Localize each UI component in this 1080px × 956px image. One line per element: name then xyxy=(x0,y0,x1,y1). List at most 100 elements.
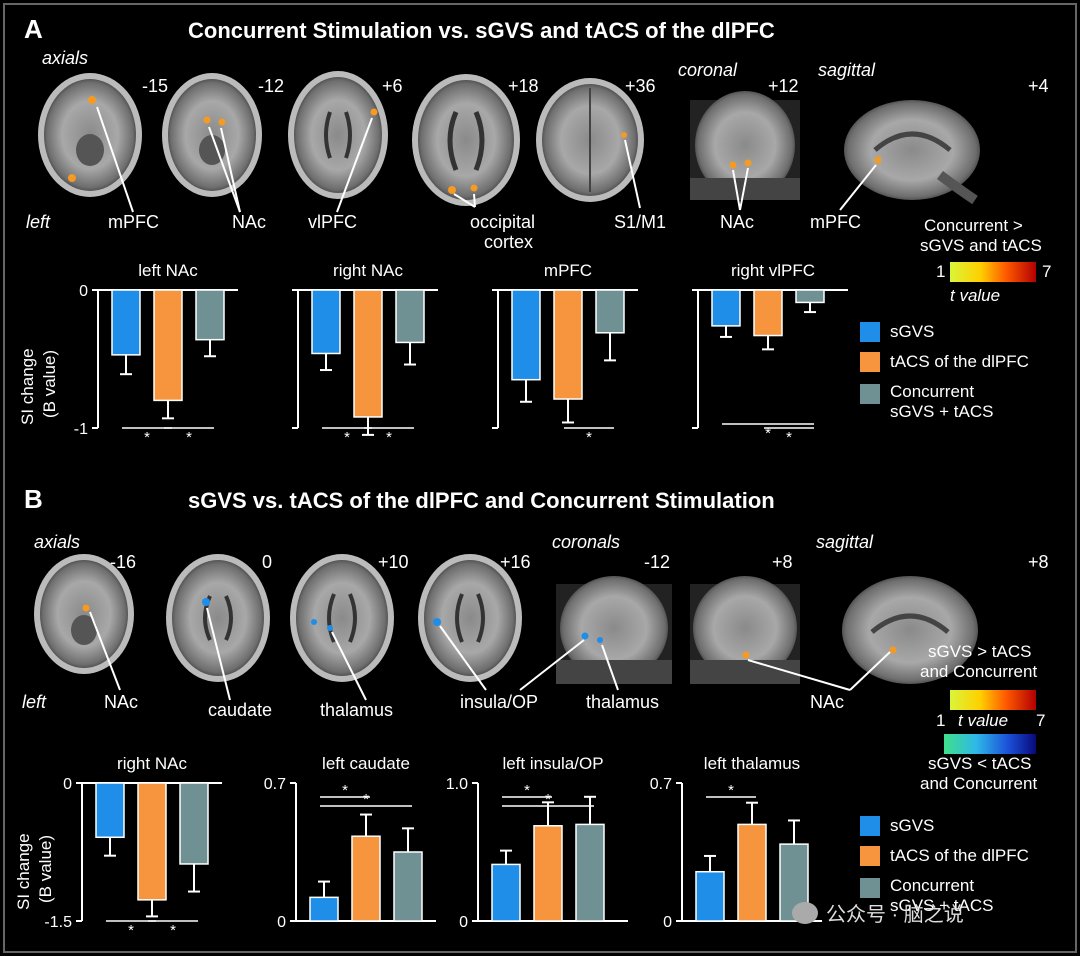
region-nac-b1: NAc xyxy=(104,692,139,712)
coronal-slice-b1 xyxy=(556,576,672,684)
sig-star: * xyxy=(344,429,350,446)
chart-b3: left thalamus 0.7 0 * xyxy=(650,754,822,931)
region-insula-b: insula/OP xyxy=(460,692,539,712)
legend-b-swatch-tacs xyxy=(860,846,880,866)
y-tick-label: 0 xyxy=(79,283,88,300)
ylabel-b-2: (B value) xyxy=(36,834,55,903)
axial-slice-b1 xyxy=(34,554,134,674)
colorbar-b-neg-2: and Concurrent xyxy=(920,774,1038,793)
region-vlpfc-a: vlPFC xyxy=(308,212,357,232)
panel-a-brain-slices xyxy=(38,71,1036,282)
chart-title: left thalamus xyxy=(704,754,800,773)
axial-slice-b2 xyxy=(166,554,270,682)
legend-a-label-conc: Concurrent sGVS + tACS xyxy=(890,382,993,422)
legend-a: sGVS tACS of the dlPFC Concurrent sGVS + … xyxy=(860,322,1029,422)
bar-1 xyxy=(533,825,563,922)
colorbar-b-pos-1: sGVS > tACS xyxy=(928,642,1032,661)
colorbar-a xyxy=(950,262,1036,282)
colorbar-b-hot xyxy=(950,690,1036,710)
slice-num-b7: +8 xyxy=(1028,552,1049,572)
sig-star: * xyxy=(186,429,192,446)
sig-star: * xyxy=(342,782,348,799)
bar-2 xyxy=(393,851,423,922)
y-tick-label: 0 xyxy=(277,914,286,931)
sig-star: * xyxy=(144,429,150,446)
panel-a-letter: A xyxy=(24,14,43,44)
region-thalamus-b1: thalamus xyxy=(320,700,394,720)
region-cortex-a: cortex xyxy=(484,232,534,252)
slice-num-b4: +16 xyxy=(500,552,531,572)
bar-1 xyxy=(553,289,583,400)
bar-1 xyxy=(753,289,783,337)
bar-1 xyxy=(153,289,183,402)
region-thalamus-b2: thalamus xyxy=(586,692,660,712)
bar-0 xyxy=(95,782,125,839)
watermark-text: 公众号 · 脑之说 xyxy=(826,904,964,926)
bar-2 xyxy=(179,782,209,865)
panel-a-title: Concurrent Stimulation vs. sGVS and tACS… xyxy=(188,18,775,43)
legend-b-tacs: tACS of the dlPFC xyxy=(860,846,1029,866)
label-axials-a: axials xyxy=(42,48,89,68)
chart-title: left NAc xyxy=(138,261,198,280)
legend-b-label-tacs: tACS of the dlPFC xyxy=(890,846,1029,865)
axial-slice-a3 xyxy=(288,71,388,199)
sig-star: * xyxy=(586,429,592,446)
colorbar-a-max: 7 xyxy=(1042,262,1052,281)
chart-b2: left insula/OP 1.0 0 * * xyxy=(446,754,628,931)
panel-b-letter: B xyxy=(24,484,43,514)
y-tick-label: 0.7 xyxy=(264,776,286,793)
region-nac-a1: NAc xyxy=(232,212,267,232)
colorbar-b-max: 7 xyxy=(1036,711,1046,730)
label-coronals-b: coronals xyxy=(552,532,621,552)
sagittal-slice-b xyxy=(842,576,978,684)
frame-border xyxy=(3,3,1077,953)
chart-title: right NAc xyxy=(117,754,187,773)
legend-b-label-sgvs: sGVS xyxy=(890,816,935,835)
legend-a-sgvs: sGVS xyxy=(860,322,1029,342)
colorbar-b-label: t value xyxy=(958,711,1009,730)
bar-0 xyxy=(491,863,521,922)
axial-slice-a5 xyxy=(536,78,644,202)
chart-a3: right vlPFC * * xyxy=(692,261,848,446)
bar-2 xyxy=(575,823,605,922)
axial-slice-b3 xyxy=(290,554,394,682)
legend-b: sGVS tACS of the dlPFC Concurrent sGVS + … xyxy=(860,816,1029,916)
chart-a2: mPFC * xyxy=(492,261,638,446)
y-tick-label: 0 xyxy=(663,914,672,931)
bar-0 xyxy=(695,870,725,922)
chart-b0: right NAc 0 -1.5 * * xyxy=(44,754,222,939)
wechat-icon xyxy=(792,901,818,924)
legend-b-conc-2: sGVS + tACS xyxy=(890,896,994,915)
axial-slice-a1 xyxy=(38,73,142,197)
label-left-a: left xyxy=(26,212,51,232)
colorbar-a-title-1: Concurrent > xyxy=(924,216,1023,235)
ylabel-b-1: SI change xyxy=(14,833,33,910)
legend-b-swatch-sgvs xyxy=(860,816,880,836)
region-nac-a2: NAc xyxy=(720,212,755,232)
bar-0 xyxy=(511,289,541,381)
bar-1 xyxy=(137,782,167,901)
coronal-slice-a xyxy=(690,91,800,200)
slice-num-b2: 0 xyxy=(262,552,273,572)
y-tick-label: 0 xyxy=(459,914,468,931)
legend-a-conc-2: sGVS + tACS xyxy=(890,402,994,421)
region-nac-b2: NAc xyxy=(810,692,845,712)
sig-star: * xyxy=(524,782,530,799)
chart-a1: right NAc * * xyxy=(292,261,438,446)
colorbar-a-min: 1 xyxy=(936,262,946,281)
slice-num-a1: -15 xyxy=(142,76,169,96)
legend-a-swatch-sgvs xyxy=(860,322,880,342)
panel-b-arrows xyxy=(89,607,891,701)
y-tick-label: -1 xyxy=(74,421,88,438)
sig-star: * xyxy=(363,791,369,808)
label-left-b: left xyxy=(22,692,47,712)
coronal-slice-b2 xyxy=(690,576,800,684)
region-mpfc-a2: mPFC xyxy=(810,212,861,232)
watermark: 公众号 · 脑之说 xyxy=(792,898,964,927)
chart-a0: left NAc 0 -1 * * xyxy=(74,261,238,446)
panel-a-arrows xyxy=(96,106,877,213)
colorbar-b-pos-2: and Concurrent xyxy=(920,662,1038,681)
